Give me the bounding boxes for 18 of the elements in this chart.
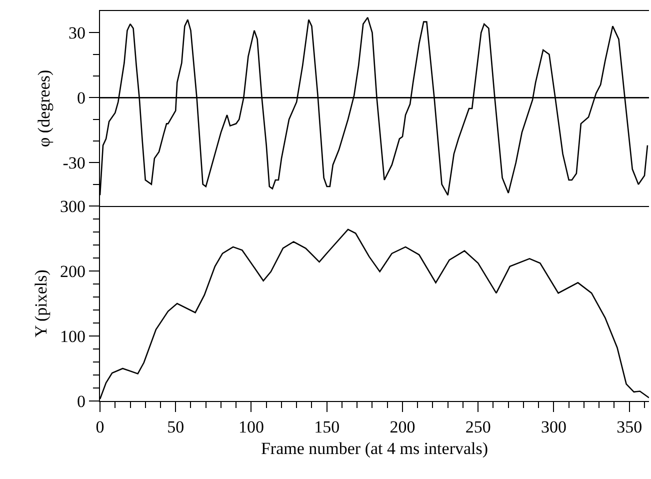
y-tick-label: 200 <box>60 262 86 281</box>
y-tick-label: 0 <box>76 88 86 108</box>
x-tick-label: 50 <box>167 418 184 437</box>
y-tick-label: 300 <box>60 196 86 216</box>
x-tick-label: 350 <box>616 418 642 437</box>
y-tick-label: 100 <box>60 326 86 346</box>
y-tick-label: -30 <box>62 154 86 173</box>
x-tick-label: 100 <box>238 418 264 437</box>
x-tick-label: 200 <box>390 418 416 437</box>
x-tick-label: 150 <box>314 418 340 437</box>
y-axis-title: Y (pixels) <box>32 270 50 338</box>
x-tick-label: 0 <box>96 418 104 437</box>
y-axis-title: φ (degrees) <box>34 70 54 148</box>
x-tick-label: 250 <box>465 418 491 437</box>
x-tick-label: 300 <box>540 418 566 437</box>
y-tick-label: 30 <box>68 24 86 43</box>
y-tick-label: 0 <box>76 392 86 411</box>
x-axis-title: Frame number (at 4 ms intervals) <box>260 438 488 458</box>
